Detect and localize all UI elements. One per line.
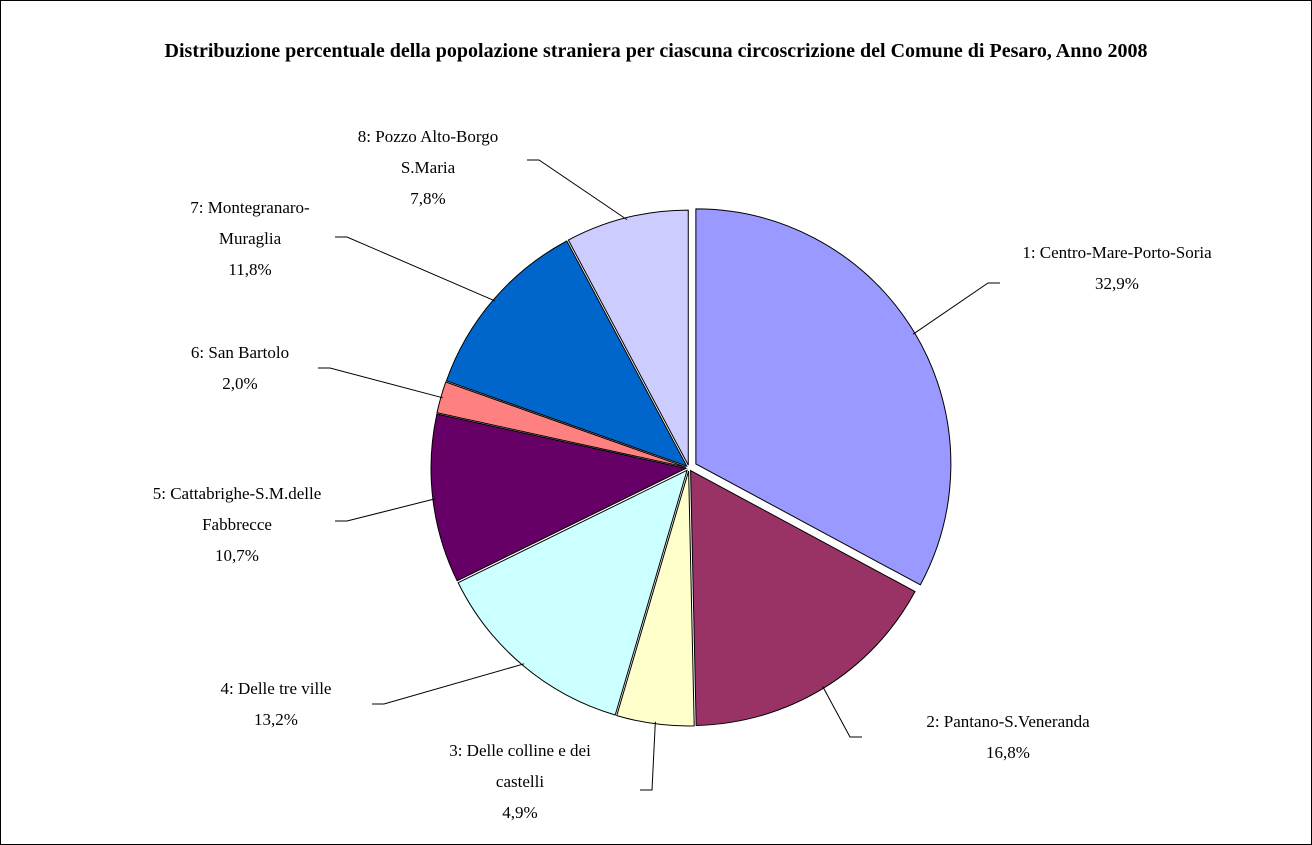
leader-line (822, 686, 862, 738)
slice-label: 5: Cattabrighe-S.M.delle Fabbrecce 10,7% (132, 478, 342, 571)
slice-name: 7: Montegranaro-Muraglia (190, 198, 310, 248)
slice-label: 4: Delle tre ville 13,2% (176, 673, 376, 735)
slice-label: 3: Delle colline e dei castelli 4,9% (425, 735, 615, 828)
slice-value: 11,8% (228, 260, 272, 279)
slice-name: 8: Pozzo Alto-Borgo S.Maria (357, 127, 499, 177)
slice-name: 3: Delle colline e dei castelli (449, 741, 591, 791)
slice-value: 7,8% (410, 189, 446, 208)
slice-value: 13,2% (254, 710, 298, 729)
slice-label: 2: Pantano-S.Veneranda 16,8% (878, 706, 1138, 768)
slice-label: 6: San Bartolo 2,0% (155, 337, 325, 399)
slice-label: 7: Montegranaro-Muraglia 11,8% (170, 192, 330, 285)
slice-value: 32,9% (1095, 274, 1139, 293)
pie-slice (445, 240, 688, 467)
chart-title: Distribuzione percentuale della popolazi… (164, 40, 1148, 62)
slice-label: 8: Pozzo Alto-Borgo S.Maria 7,8% (338, 121, 518, 214)
leader-line (372, 663, 525, 705)
leader-line (318, 367, 443, 399)
leader-line (912, 282, 1000, 335)
pie-slice (457, 469, 688, 716)
slice-name: 2: Pantano-S.Veneranda (926, 712, 1090, 731)
slice-name: 1: Centro-Mare-Porto-Soria (1022, 243, 1212, 262)
slice-name: 6: San Bartolo (190, 343, 290, 362)
leader-line (640, 721, 656, 791)
slice-label: 1: Centro-Mare-Porto-Soria 32,9% (1007, 237, 1227, 299)
slice-value: 10,7% (215, 546, 259, 565)
slice-value: 4,9% (502, 803, 538, 822)
leader-line (335, 498, 435, 522)
slice-value: 2,0% (222, 374, 258, 393)
pie-slice (567, 209, 689, 466)
leader-line (527, 159, 628, 221)
slice-name: 4: Delle tre ville (220, 679, 332, 698)
slice-value: 16,8% (986, 743, 1030, 762)
leader-line (335, 236, 496, 302)
slice-name: 5: Cattabrighe-S.M.delle Fabbrecce (152, 484, 322, 534)
